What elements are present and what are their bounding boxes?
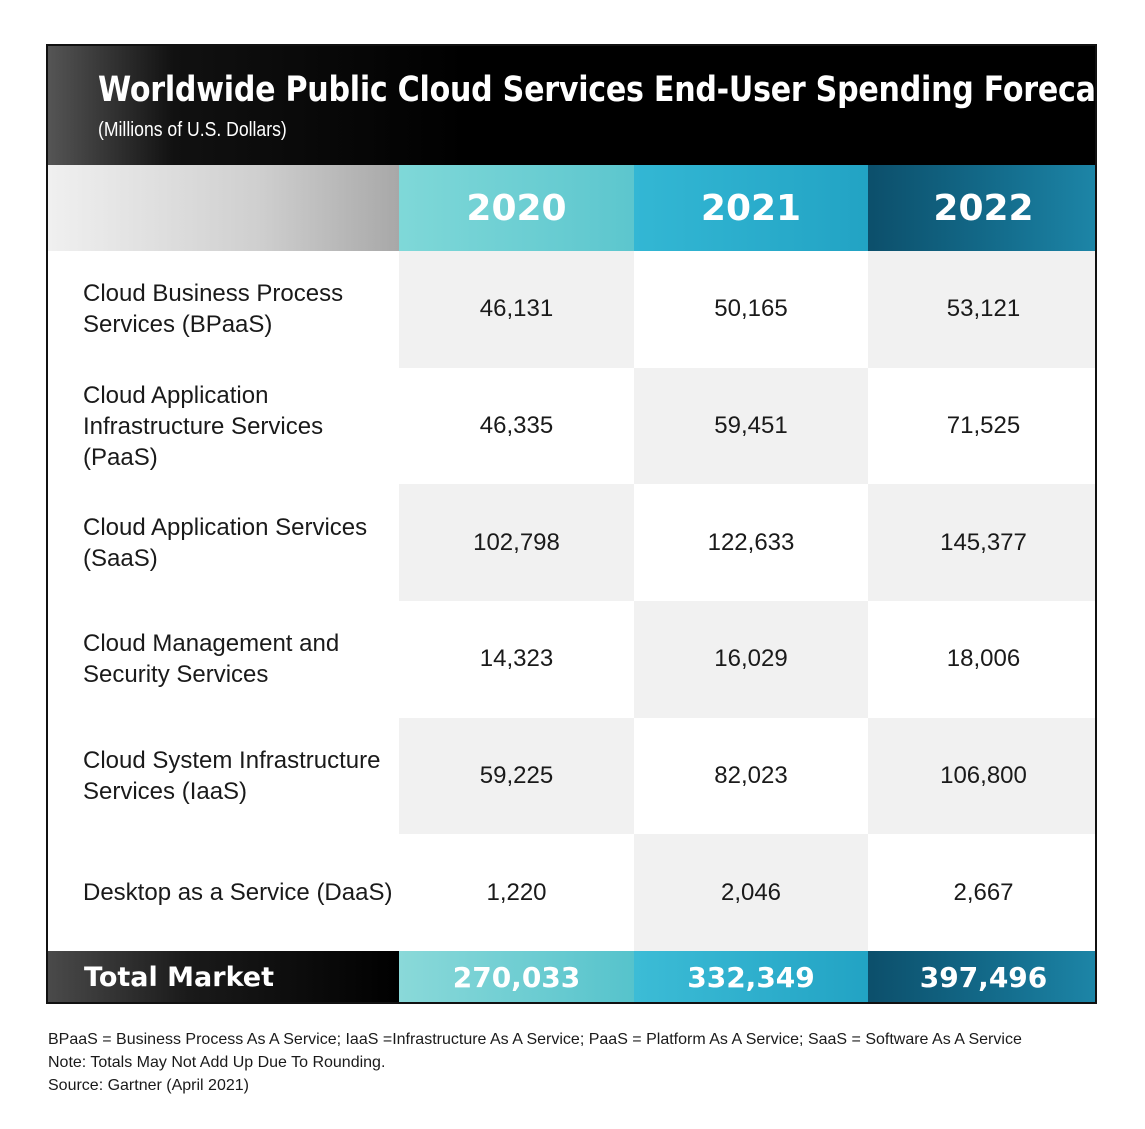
header-year-2020: 2020 [399, 165, 634, 251]
row-label: Desktop as a Service (DaaS) [48, 834, 399, 952]
value-cell-2020: 46,335 [399, 367, 634, 485]
table-row: Cloud Application Services (SaaS) 102,79… [48, 484, 1095, 602]
value-cell-2020: 59,225 [399, 717, 634, 835]
value-cell-2020: 46,131 [399, 251, 634, 368]
row-label: Cloud System Infrastructure Services (Ia… [48, 717, 399, 835]
total-label: Total Market [48, 951, 399, 1002]
header-year-2021: 2021 [634, 165, 868, 251]
value-cell-2021: 59,451 [634, 367, 868, 485]
row-label: Cloud Business Process Services (BPaaS) [48, 251, 399, 368]
table-row: Cloud System Infrastructure Services (Ia… [48, 717, 1095, 835]
source-note: Source: Gartner (April 2021) [48, 1077, 249, 1094]
header-year-2022: 2022 [868, 165, 1095, 251]
total-value-2022: 397,496 [868, 951, 1095, 1002]
header-year-label: 2021 [700, 187, 802, 229]
value-cell-2022: 71,525 [868, 367, 1095, 485]
value-cell-2021: 16,029 [634, 601, 868, 718]
table-row: Cloud Management and Security Services 1… [48, 601, 1095, 718]
value-cell-2022: 106,800 [868, 717, 1095, 835]
table-row: Cloud Business Process Services (BPaaS) … [48, 251, 1095, 368]
value-cell-2021: 82,023 [634, 717, 868, 835]
total-row: Total Market 270,033 332,349 397,496 [48, 951, 1095, 1002]
table-row: Cloud Application Infrastructure Service… [48, 367, 1095, 485]
table-title: Worldwide Public Cloud Services End-User… [98, 70, 1097, 110]
table-subtitle: (Millions of U.S. Dollars) [98, 119, 287, 141]
header-year-label: 2020 [466, 187, 567, 229]
total-value-2021: 332,349 [634, 951, 868, 1002]
total-value-2020: 270,033 [399, 951, 634, 1002]
value-cell-2022: 53,121 [868, 251, 1095, 368]
value-cell-2020: 14,323 [399, 601, 634, 718]
value-cell-2021: 2,046 [634, 834, 868, 952]
table-body: Cloud Business Process Services (BPaaS) … [48, 251, 1095, 952]
abbreviations-note: BPaaS = Business Process As A Service; I… [48, 1031, 1022, 1048]
value-cell-2021: 50,165 [634, 251, 868, 368]
header-year-label: 2022 [933, 187, 1034, 229]
value-cell-2022: 18,006 [868, 601, 1095, 718]
header-blank-cell [48, 165, 399, 251]
value-cell-2022: 145,377 [868, 484, 1095, 602]
table-row: Desktop as a Service (DaaS) 1,220 2,046 … [48, 834, 1095, 952]
row-label: Cloud Management and Security Services [48, 601, 399, 718]
footnotes: BPaaS = Business Process As A Service; I… [48, 1028, 1022, 1097]
value-cell-2020: 102,798 [399, 484, 634, 602]
row-label: Cloud Application Infrastructure Service… [48, 367, 399, 485]
row-label: Cloud Application Services (SaaS) [48, 484, 399, 602]
spending-table: Worldwide Public Cloud Services End-User… [46, 44, 1097, 1004]
rounding-note: Note: Totals May Not Add Up Due To Round… [48, 1054, 386, 1071]
value-cell-2021: 122,633 [634, 484, 868, 602]
value-cell-2022: 2,667 [868, 834, 1095, 952]
value-cell-2020: 1,220 [399, 834, 634, 952]
title-bar: Worldwide Public Cloud Services End-User… [48, 46, 1095, 165]
